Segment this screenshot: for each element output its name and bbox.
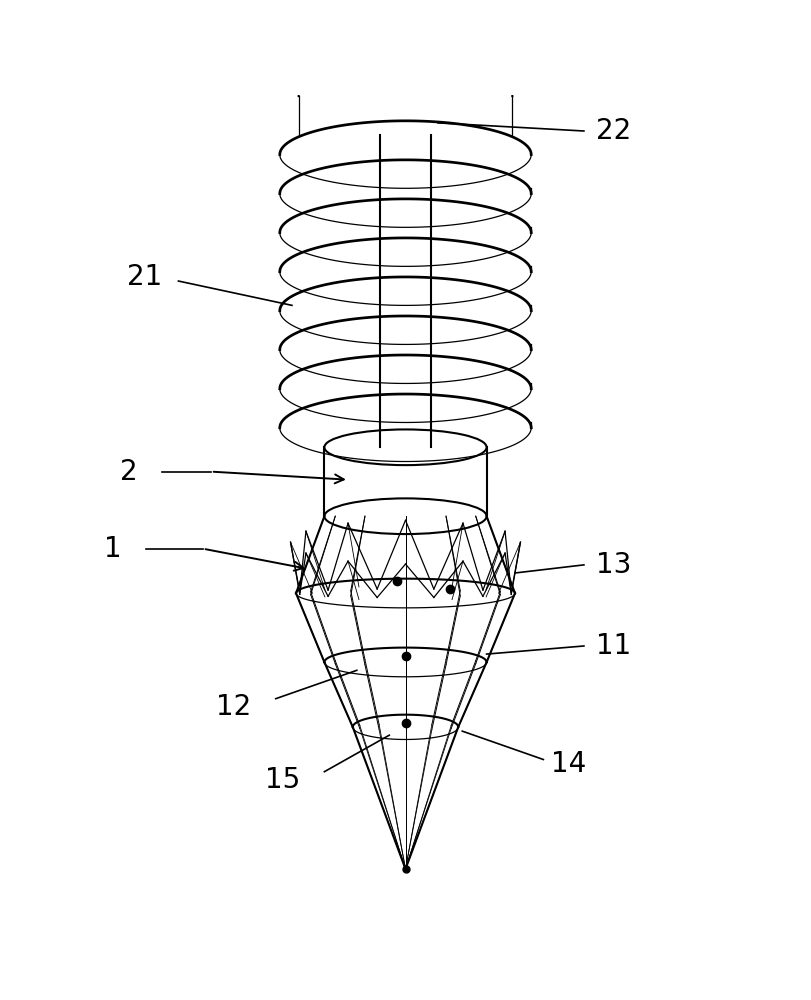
Text: 13: 13: [596, 551, 632, 579]
Text: 2: 2: [120, 458, 138, 486]
Text: 21: 21: [127, 263, 162, 291]
Text: 15: 15: [265, 766, 300, 794]
Text: 22: 22: [596, 117, 631, 145]
Text: 12: 12: [217, 693, 251, 721]
Text: 1: 1: [104, 535, 122, 563]
FancyArrowPatch shape: [213, 472, 344, 483]
FancyArrowPatch shape: [205, 549, 303, 571]
Text: 14: 14: [551, 750, 586, 778]
Text: 11: 11: [596, 632, 631, 660]
